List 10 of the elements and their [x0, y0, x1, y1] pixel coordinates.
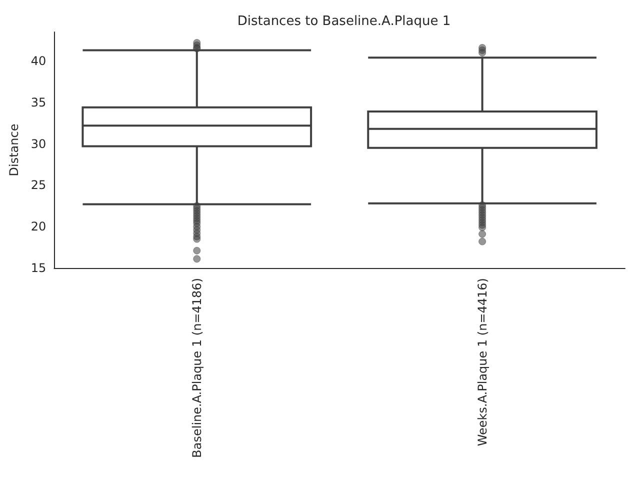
- y-axis-title: Distance: [7, 124, 21, 176]
- y-tick-label: 40: [30, 54, 46, 68]
- y-tick-label: 20: [30, 220, 46, 234]
- y-tick-label: 30: [30, 136, 46, 151]
- y-tick-label: 35: [30, 95, 46, 110]
- x-tick-label: Baseline.A.Plaque 1 (n=4186): [190, 278, 204, 458]
- x-tick-label: Weeks.A.Plaque 1 (n=4416): [475, 278, 490, 446]
- chart-title: Distances to Baseline.A.Plaque 1: [237, 14, 451, 29]
- y-tick-label: 15: [30, 261, 46, 275]
- y-tick-label: 25: [30, 178, 46, 192]
